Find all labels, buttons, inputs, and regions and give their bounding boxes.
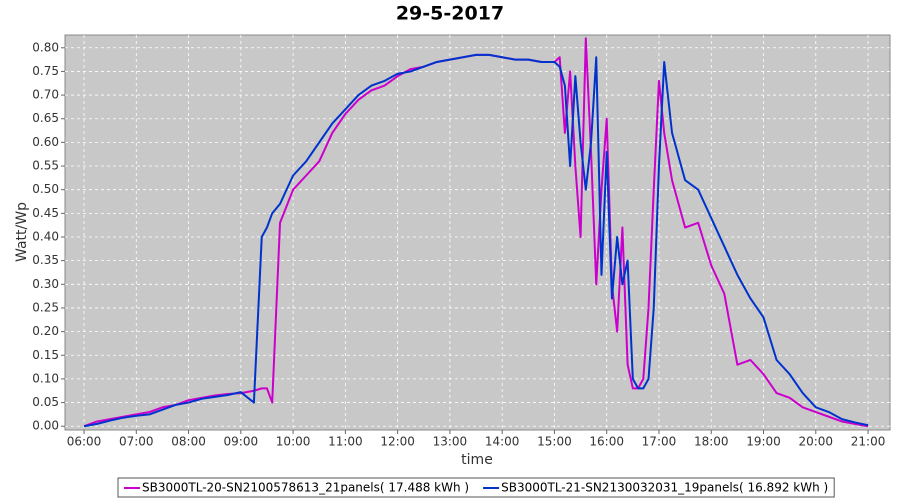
y-tick-label: 0.15 — [32, 348, 59, 362]
x-tick-label: 09:00 — [224, 435, 259, 449]
legend-label: SB3000TL-21-SN2130032031_19panels( 16.89… — [501, 481, 828, 495]
y-tick-label: 0.35 — [32, 253, 59, 267]
y-tick-label: 0.45 — [32, 206, 59, 220]
chart-title: 29-5-2017 — [396, 3, 504, 25]
y-tick-label: 0.30 — [32, 277, 59, 291]
x-tick-label: 06:00 — [67, 435, 102, 449]
x-tick-label: 10:00 — [276, 435, 311, 449]
legend-box — [117, 477, 835, 498]
y-tick-label: 0.05 — [32, 395, 59, 409]
y-tick-label: 0.60 — [32, 135, 59, 149]
y-tick-label: 0.00 — [32, 419, 59, 433]
y-axis-title: Watt/Wp — [14, 202, 30, 262]
x-axis-title: time — [461, 452, 493, 468]
y-tick-label: 0.20 — [32, 324, 59, 338]
x-tick-label: 19:00 — [746, 435, 781, 449]
x-tick-label: 20:00 — [798, 435, 833, 449]
legend: SB3000TL-20-SN2100578613_21panels( 17.48… — [117, 477, 835, 498]
x-tick-label: 12:00 — [380, 435, 415, 449]
x-tick-label: 21:00 — [851, 435, 886, 449]
series-line — [83, 53, 869, 428]
x-tick-label: 11:00 — [328, 435, 363, 449]
x-tick-label: 07:00 — [119, 435, 154, 449]
y-tick-label: 0.50 — [32, 182, 59, 196]
y-tick-label: 0.65 — [32, 111, 59, 125]
y-tick-label: 0.25 — [32, 300, 59, 314]
x-tick-label: 15:00 — [537, 435, 572, 449]
legend-label: SB3000TL-20-SN2100578613_21panels( 17.48… — [142, 481, 469, 495]
plot-area — [64, 34, 891, 431]
y-tick-label: 0.10 — [32, 371, 59, 385]
x-tick-label: 17:00 — [642, 435, 677, 449]
x-tick-label: 16:00 — [589, 435, 624, 449]
x-tick-label: 18:00 — [694, 435, 729, 449]
y-tick-label: 0.80 — [32, 40, 59, 54]
y-tick-label: 0.40 — [32, 229, 59, 243]
y-tick-label: 0.55 — [32, 159, 59, 173]
y-tick-label: 0.70 — [32, 88, 59, 102]
y-tick-label: 0.75 — [32, 64, 59, 78]
x-tick-label: 14:00 — [485, 435, 520, 449]
x-tick-label: 08:00 — [171, 435, 206, 449]
x-tick-label: 13:00 — [433, 435, 468, 449]
